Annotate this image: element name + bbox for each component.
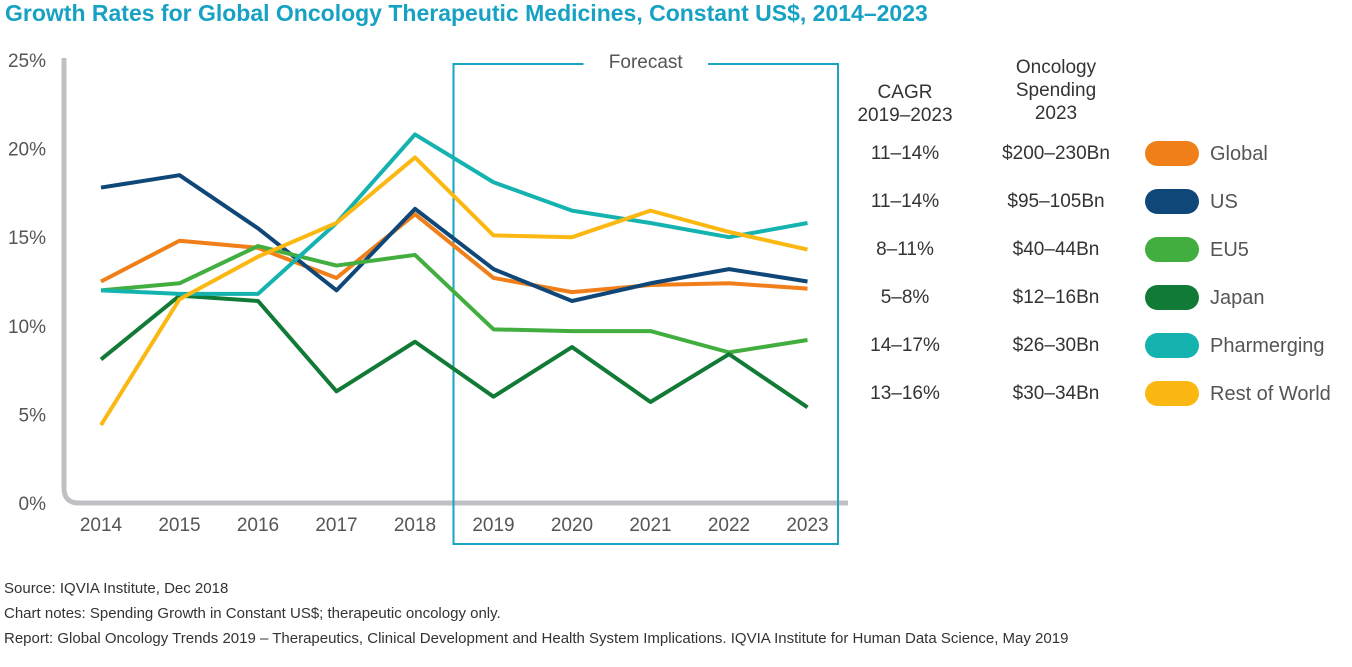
x-tick-label: 2019 (472, 515, 514, 536)
x-tick-label: 2022 (708, 515, 750, 536)
x-tick-label: 2023 (786, 515, 828, 536)
series-line-global (100, 212, 808, 295)
cagr-value: 13–16% (870, 383, 940, 404)
chart-title: Growth Rates for Global Oncology Therape… (5, 0, 928, 26)
legend-label: EU5 (1210, 239, 1249, 261)
legend-swatch (1145, 141, 1199, 166)
cagr-header: CAGR (878, 82, 933, 103)
spending-value: $40–44Bn (1013, 239, 1100, 260)
spending-header: Oncology (1016, 57, 1097, 78)
legend-label: US (1210, 191, 1238, 213)
cagr-value: 8–11% (876, 239, 934, 260)
legend-swatch (1145, 237, 1199, 262)
legend-swatch (1145, 285, 1199, 310)
legend-swatch (1145, 333, 1199, 358)
y-tick-label: 10% (8, 317, 46, 338)
forecast-label: Forecast (609, 52, 684, 73)
y-tick-label: 20% (8, 140, 46, 161)
spending-value: $200–230Bn (1002, 143, 1110, 164)
legend-label: Global (1210, 143, 1268, 165)
legend-swatch (1145, 189, 1199, 214)
source-note: Source: IQVIA Institute, Dec 2018 (4, 580, 229, 597)
spending-header: Spending (1016, 80, 1096, 101)
y-tick-label: 0% (19, 494, 47, 515)
x-tick-label: 2020 (551, 515, 593, 536)
series-line-japan (99, 293, 809, 409)
cagr-value: 11–14% (871, 191, 939, 212)
spending-header: 2023 (1035, 103, 1077, 124)
x-tick-label: 2014 (80, 515, 123, 536)
series-line-us (100, 173, 808, 303)
forecast-box (452, 63, 839, 545)
cagr-value: 11–14% (871, 143, 939, 164)
cagr-value: 5–8% (881, 287, 930, 308)
spending-value: $26–30Bn (1013, 335, 1100, 356)
legend-label: Japan (1210, 287, 1265, 309)
chart-notes: Chart notes: Spending Growth in Constant… (4, 605, 501, 622)
legend-label: Pharmerging (1210, 335, 1325, 357)
legend-swatch (1145, 381, 1199, 406)
series-line-rest-of-world (99, 155, 808, 427)
spending-value: $95–105Bn (1007, 191, 1104, 212)
y-tick-label: 15% (8, 228, 46, 249)
cagr-header: 2019–2023 (857, 105, 952, 126)
spending-value: $30–34Bn (1013, 383, 1100, 404)
x-tick-label: 2018 (394, 515, 436, 536)
cagr-value: 14–17% (870, 335, 940, 356)
y-tick-label: 25% (8, 51, 46, 72)
x-tick-label: 2015 (158, 515, 200, 536)
spending-value: $12–16Bn (1013, 287, 1100, 308)
x-tick-label: 2017 (315, 515, 357, 536)
series-line-eu5 (100, 244, 808, 355)
line-chart: 0% 5% 10% 15% 20% 25% 2014 2015 2016 2017 2018 2019… (8, 51, 1331, 545)
series-line-pharmerging (100, 132, 808, 296)
legend-label: Rest of World (1210, 383, 1331, 405)
report-note: Report: Global Oncology Trends 2019 – Th… (4, 630, 1069, 647)
x-tick-label: 2016 (237, 515, 279, 536)
axes (61, 58, 848, 506)
x-tick-label: 2021 (629, 515, 671, 536)
y-tick-label: 5% (19, 405, 47, 426)
